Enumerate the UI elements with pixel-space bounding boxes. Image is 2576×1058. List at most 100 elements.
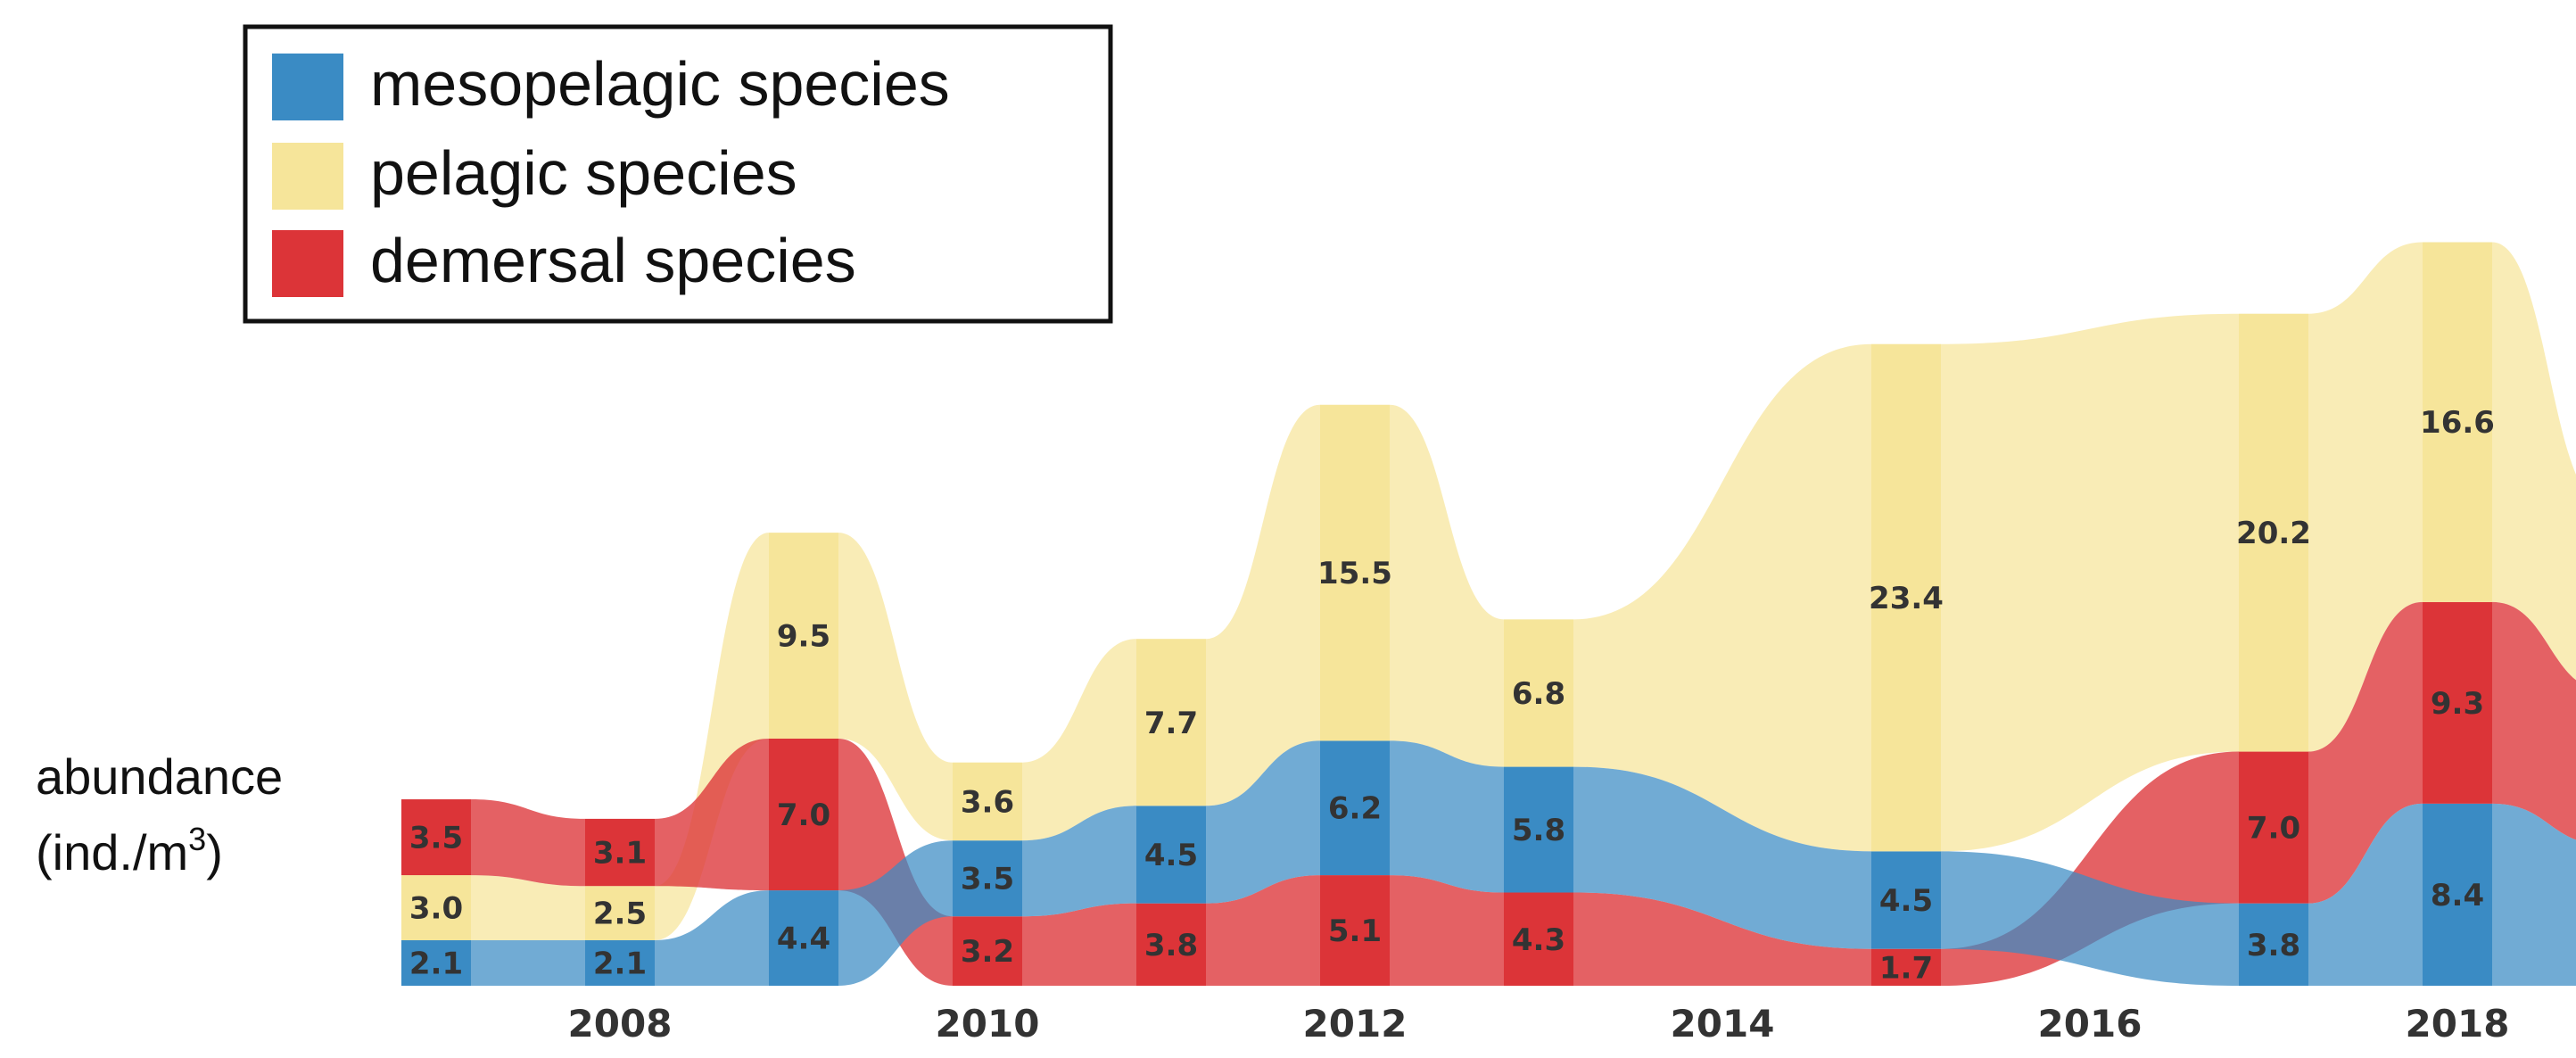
value-label-pelagic-2013: 6.8 <box>1512 676 1565 712</box>
bar-demersal-2008 <box>585 818 655 887</box>
x-tick-2016: 2016 <box>2038 1002 2143 1046</box>
flow-demersal-2017-2018 <box>2308 601 2423 904</box>
legend-swatch-mesopelagic <box>272 54 343 120</box>
value-label-demersal-2012: 5.1 <box>1328 913 1382 949</box>
bar-mesopelagic-2008 <box>585 939 655 986</box>
value-label-mesopelagic-2018: 8.4 <box>2431 878 2484 913</box>
flow-pelagic-2011-2012 <box>1206 404 1320 806</box>
value-label-mesopelagic-2017: 3.8 <box>2247 928 2300 963</box>
value-label-pelagic-2009: 9.5 <box>777 619 830 655</box>
x-tick-2008: 2008 <box>568 1002 673 1046</box>
flow-demersal-2013-2015 <box>1573 892 1871 986</box>
bar-mesopelagic-2007 <box>401 939 471 986</box>
bar-pelagic-2008 <box>585 886 655 940</box>
flow-pelagic-2008-2009 <box>655 533 769 940</box>
value-label-mesopelagic-2007: 2.1 <box>409 946 463 981</box>
value-label-mesopelagic-2009: 4.4 <box>777 922 830 957</box>
flow-pelagic-2015-2017 <box>1941 313 2239 852</box>
value-label-pelagic-2012: 15.5 <box>1317 556 1392 591</box>
value-label-demersal-2010: 3.2 <box>961 934 1014 970</box>
bar-pelagic-2015 <box>1871 343 1941 852</box>
bar-layer <box>401 242 2492 986</box>
value-label-mesopelagic-2012: 6.2 <box>1328 791 1382 827</box>
flow-mesopelagic-2010-2011 <box>1022 806 1136 917</box>
bar-pelagic-2007 <box>401 875 471 940</box>
bar-pelagic-2013 <box>1504 619 1573 767</box>
ylabel-line1: abundance <box>36 748 283 805</box>
legend-frame <box>243 24 1113 324</box>
bar-demersal-2012 <box>1320 875 1390 986</box>
value-label-demersal-2011: 3.8 <box>1144 928 1198 963</box>
bar-mesopelagic-2013 <box>1504 766 1573 893</box>
flow-pelagic-2013-2015 <box>1573 343 1871 852</box>
legend-label-pelagic: pelagic species <box>370 138 797 208</box>
flow-demersal-2018-2019 <box>2492 601 2576 840</box>
value-label-mesopelagic-2011: 4.5 <box>1144 838 1198 873</box>
legend-swatch-pelagic <box>272 143 343 210</box>
x-tick-2018: 2018 <box>2406 1002 2510 1046</box>
value-label-pelagic-2007: 3.0 <box>409 891 463 927</box>
bar-mesopelagic-2011 <box>1136 806 1206 904</box>
flow-mesopelagic-2015-2017 <box>1941 851 2239 986</box>
value-label-layer: 2.1 3.0 3.5 2.1 2.5 3.1 4.4 7.0 9.5 3.2 3.5 3.6 3.8 4… <box>409 405 2495 986</box>
bar-mesopelagic-2010 <box>953 840 1022 917</box>
x-tick-2014: 2014 <box>1671 1002 1775 1046</box>
flow-mesopelagic-2007-2008 <box>471 939 585 986</box>
ylabel-unit-prefix: (ind./m <box>36 824 188 880</box>
bar-demersal-2015 <box>1871 948 1941 986</box>
flow-mesopelagic-2012-2013 <box>1390 740 1504 893</box>
flow-demersal-2011-2012 <box>1206 875 1320 986</box>
flow-demersal-2010-2011 <box>1022 903 1136 986</box>
ylabel-unit-suffix: ) <box>206 824 223 880</box>
bar-demersal-2013 <box>1504 892 1573 986</box>
value-label-mesopelagic-2010: 3.5 <box>961 862 1014 897</box>
legend-swatch-demersal <box>272 230 343 297</box>
value-label-pelagic-2011: 7.7 <box>1144 706 1198 741</box>
flow-pelagic-2018-2019 <box>2492 242 2576 681</box>
value-label-pelagic-2010: 3.6 <box>961 784 1014 820</box>
ylabel-line2: (ind./m3) <box>36 821 223 880</box>
legend-label-demersal: demersal species <box>370 226 856 295</box>
bar-demersal-2007 <box>401 799 471 876</box>
flow-demersal-2007-2008 <box>471 799 585 887</box>
flow-pelagic-2010-2011 <box>1022 639 1136 841</box>
bar-demersal-2011 <box>1136 903 1206 986</box>
x-tick-2010: 2010 <box>936 1002 1040 1046</box>
value-label-pelagic-2015: 23.4 <box>1869 581 1944 616</box>
flow-mesopelagic-2009-2010 <box>838 840 953 986</box>
value-label-demersal-2013: 4.3 <box>1512 922 1565 958</box>
bar-pelagic-2017 <box>2239 313 2308 752</box>
value-label-demersal-2015: 1.7 <box>1879 950 1933 986</box>
x-tick-2012: 2012 <box>1303 1002 1408 1046</box>
bar-demersal-2010 <box>953 916 1022 986</box>
value-label-demersal-2008: 3.1 <box>593 836 647 872</box>
bar-mesopelagic-2009 <box>769 890 838 986</box>
bar-pelagic-2012 <box>1320 404 1390 741</box>
flow-pelagic-2017-2018 <box>2308 242 2423 752</box>
value-label-demersal-2017: 7.0 <box>2247 811 2300 847</box>
flow-demersal-2009-2010 <box>838 738 953 986</box>
flow-mesopelagic-2011-2012 <box>1206 740 1320 904</box>
value-label-pelagic-2008: 2.5 <box>593 897 647 932</box>
value-label-pelagic-2018: 16.6 <box>2420 405 2495 441</box>
bar-demersal-2018 <box>2423 601 2492 804</box>
bar-pelagic-2010 <box>953 762 1022 841</box>
flow-pelagic-2007-2008 <box>471 875 585 940</box>
bar-pelagic-2011 <box>1136 639 1206 806</box>
flow-mesopelagic-2013-2015 <box>1573 766 1871 949</box>
legend-label-mesopelagic: mesopelagic species <box>370 49 950 119</box>
bar-mesopelagic-2012 <box>1320 740 1390 876</box>
value-label-demersal-2018: 9.3 <box>2431 686 2484 722</box>
flow-mesopelagic-2017-2018 <box>2308 803 2423 986</box>
bar-demersal-2017 <box>2239 751 2308 904</box>
flow-pelagic-2012-2013 <box>1390 404 1504 767</box>
bar-pelagic-2018 <box>2423 242 2492 602</box>
y-axis-label: abundance (ind./m3) <box>36 748 283 880</box>
bar-mesopelagic-2015 <box>1871 851 1941 949</box>
legend: mesopelagic species pelagic species deme… <box>243 24 1113 324</box>
value-label-mesopelagic-2015: 4.5 <box>1879 883 1933 919</box>
bar-mesopelagic-2017 <box>2239 903 2308 986</box>
value-label-demersal-2007: 3.5 <box>409 821 463 856</box>
flow-layer <box>471 242 2576 987</box>
